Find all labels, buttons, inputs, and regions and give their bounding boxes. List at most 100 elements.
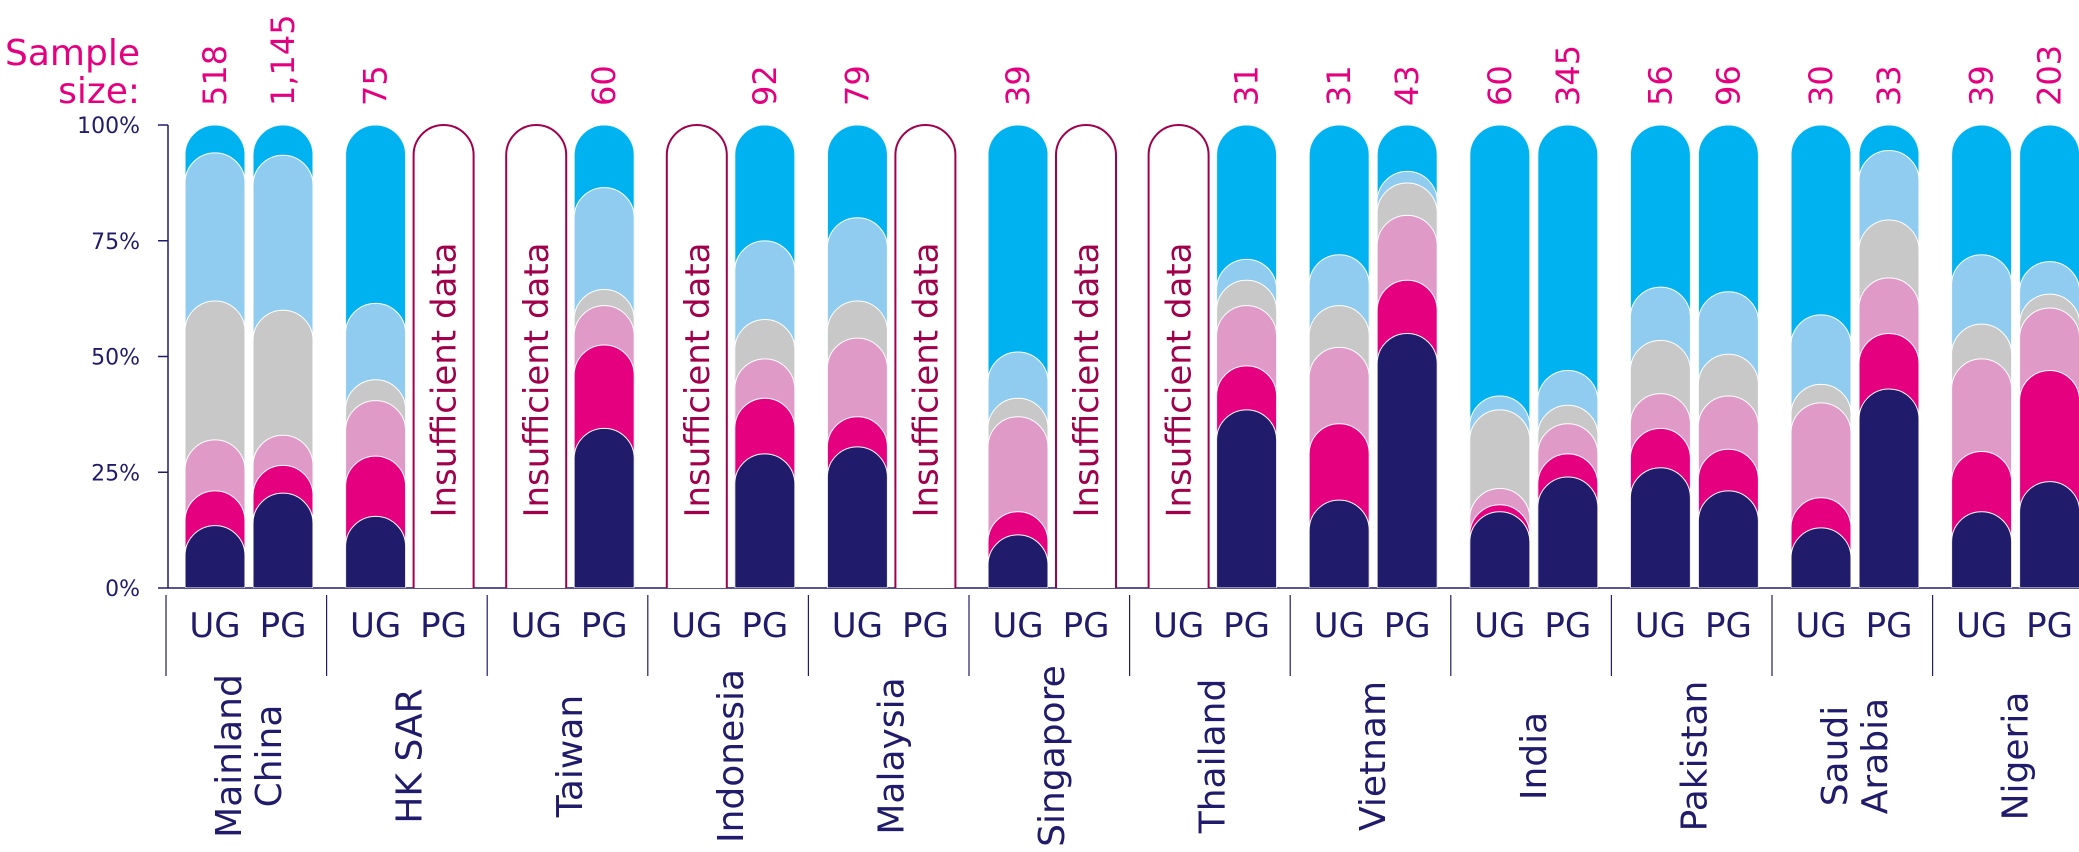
sample-size-value: 92 [746,65,784,106]
bar-segment-1 [1309,499,1370,589]
insufficient-data-label: Insufficient data [906,242,946,517]
sample-size-value: 345 [1549,45,1587,106]
bar-segment-1 [1469,511,1530,589]
sample-size-value: 39 [999,65,1037,106]
bar-segment-1 [253,492,313,588]
bar-ug [1630,125,1691,589]
y-tick-label: 25% [91,461,140,486]
bar-segment-1 [827,446,888,589]
bar-pg [1698,125,1759,589]
y-tick-label: 0% [105,577,140,602]
y-tick-label: 50% [91,346,140,371]
bar-ug [1309,125,1370,589]
country-group [1630,125,1759,589]
bar-segment-1 [988,534,1048,588]
country-label: Taiwan [550,695,591,818]
bar-segment-1 [574,427,635,589]
bar-segment-1 [2019,481,2079,588]
level-label: PG [420,606,467,646]
insufficient-data-label: Insufficient data [678,242,718,517]
insufficient-bar: Insufficient data [665,124,728,588]
insufficient-data-label: Insufficient data [425,242,465,517]
y-tick-label: 100% [77,114,140,139]
level-label: PG [260,606,307,646]
bar-segment-1 [1951,511,2012,589]
country-label: Thailand [1193,679,1234,835]
bar-ug [345,125,406,589]
country-group [1791,125,1919,588]
country-group: Insufficient data [1147,124,1277,589]
level-label: UG [1314,606,1365,646]
country-label: Vietnam [1353,681,1394,831]
insufficient-outline [412,124,475,588]
country-group [1309,125,1438,589]
y-tick-label: 75% [91,230,140,255]
country-group: Insufficient data [345,124,475,589]
sample-size-value: 43 [1388,65,1426,106]
sample-size-value: 518 [196,45,234,106]
bar-segment-1 [345,515,406,589]
bar-pg [1537,125,1598,589]
bar-ug [827,125,888,589]
insufficient-outline [1055,124,1117,588]
insufficient-bar: Insufficient data [894,124,957,588]
bar-ug [185,125,245,588]
country-label: Pakistan [1674,681,1715,832]
sample-size-value: 60 [1481,65,1519,106]
sample-size-value: 39 [1963,65,2001,106]
bar-segment-1 [1377,333,1438,589]
sample-size-value: 31 [1320,65,1358,106]
bar-segment-1 [1537,476,1598,589]
level-label: PG [741,606,788,646]
level-label: UG [832,606,883,646]
country-group: Insufficient data [827,124,957,589]
level-label: PG [1223,606,1270,646]
insufficient-outline [665,124,728,588]
country-group: Insufficient data [665,124,795,589]
insufficient-outline [505,124,568,588]
level-label: PG [1705,606,1752,646]
country-label: China [249,705,290,808]
level-label: PG [1063,606,1110,646]
level-label: UG [992,606,1043,646]
bar-segment-1 [185,525,245,588]
bar-pg [1377,125,1438,589]
country-label: Malaysia [871,677,912,834]
sample-size-value: 31 [1228,65,1266,106]
sample-size-value: 203 [2031,45,2069,106]
country-label: Indonesia [711,669,752,843]
sample-size-value: 33 [1870,65,1908,106]
insufficient-data-label: Insufficient data [1067,242,1107,517]
level-label: UG [1635,606,1686,646]
level-label: PG [1866,606,1913,646]
country-label: Singapore [1032,665,1073,847]
bar-ug [1951,125,2012,589]
insufficient-outline [1147,124,1210,588]
level-label: UG [1474,606,1525,646]
insufficient-outline [894,124,957,588]
insufficient-bar: Insufficient data [1147,124,1210,588]
insufficient-data-label: Insufficient data [1160,242,1200,517]
level-label: PG [2026,606,2073,646]
level-label: UG [1956,606,2007,646]
level-label: UG [1153,606,1204,646]
bar-segment-1 [1859,388,1919,588]
sample-size-value: 30 [1802,65,1840,106]
bar-ug [1469,125,1530,589]
country-group [1951,124,2079,589]
sample-size-value: 79 [838,65,876,106]
bar-pg [1859,125,1919,588]
sample-size-label-line1: Sample [5,33,140,74]
bar-ug [1791,125,1851,588]
sample-size-label: Sample size: [5,33,140,112]
bar-ug [988,125,1048,588]
country-label: HK SAR [390,688,431,823]
level-label: UG [1795,606,1846,646]
sample-size-value: 75 [357,65,395,106]
country-label: Nigeria [1996,692,2037,821]
country-group [1469,125,1598,589]
level-label: UG [511,606,562,646]
country-group [185,125,313,588]
